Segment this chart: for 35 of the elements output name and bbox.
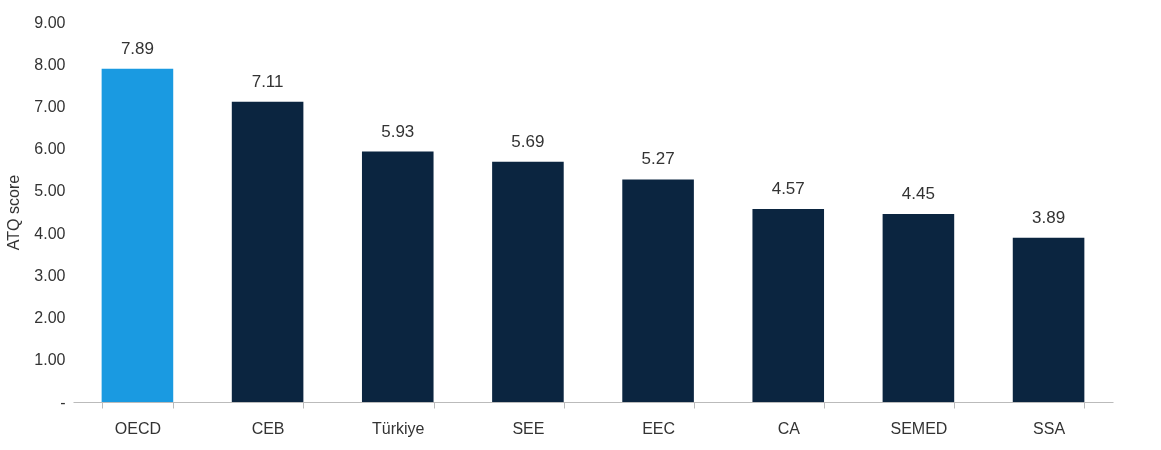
x-tick-label: SEE [512, 419, 545, 437]
y-tick-label: 7.00 [34, 97, 66, 115]
y-tick-label: 4.00 [34, 224, 66, 242]
bar [1012, 237, 1085, 402]
x-tick-label: SEMED [890, 419, 948, 437]
y-tick-label: 1.00 [34, 351, 66, 369]
data-label: 4.57 [771, 179, 805, 199]
data-label: 7.89 [120, 38, 154, 58]
bar [882, 214, 955, 402]
x-tick-label: CEB [251, 419, 285, 437]
data-label: 3.89 [1032, 207, 1066, 227]
data-label: 7.11 [251, 71, 284, 91]
y-axis-title: ATQ score [5, 174, 23, 251]
bar [492, 161, 564, 402]
bar [101, 68, 174, 402]
bar [622, 179, 694, 402]
y-tick-label: 2.00 [34, 309, 66, 327]
y-tick-label: 3.00 [34, 266, 66, 284]
x-tick-label: EEC [642, 419, 676, 437]
data-label: 5.93 [381, 121, 415, 141]
x-tick-label: SSA [1033, 419, 1066, 437]
x-tick-label: CA [777, 419, 801, 437]
x-tick-label: Türkiye [372, 419, 425, 437]
bar [752, 209, 825, 402]
data-label: 4.45 [901, 184, 935, 204]
y-tick-label: - [60, 393, 66, 411]
bar [361, 151, 434, 402]
y-tick-label: 6.00 [34, 140, 66, 158]
y-tick-label: 8.00 [34, 55, 66, 73]
y-tick-label: 9.00 [34, 13, 66, 31]
y-tick-label: 5.00 [34, 182, 66, 200]
data-label: 5.27 [641, 149, 675, 169]
bar [231, 101, 304, 402]
data-label: 5.69 [511, 131, 545, 151]
x-tick-label: OECD [114, 419, 162, 437]
